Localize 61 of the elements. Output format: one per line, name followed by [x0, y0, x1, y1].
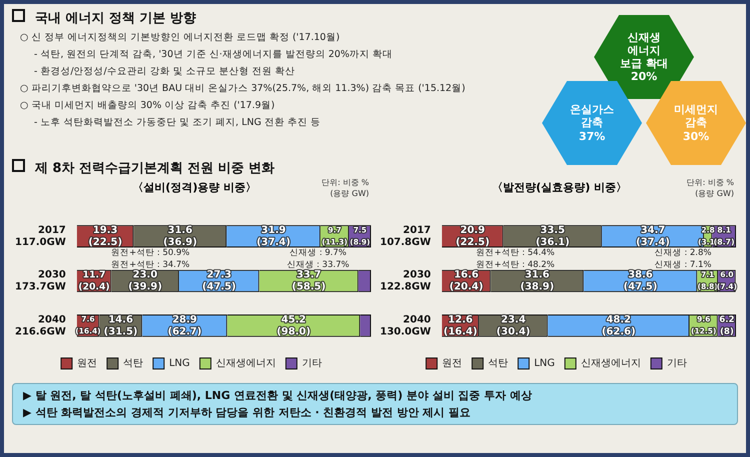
annotation: 원전+석탄 : 48.2% — [476, 260, 555, 270]
data-label: 48.2 (62.6) — [602, 314, 636, 338]
data-label: 23.4 (30.4) — [496, 314, 530, 338]
annotation: 원전+석탄 : 34.7% — [111, 260, 190, 270]
annotation: 신재생 : 7.1% — [654, 260, 712, 270]
text: ○ 파리기후변화협약으로 '30년 BAU 대비 온실가스 37%(25.7%, 해외 11.3%) 감축 목표 ('15.12월) — [20, 82, 466, 95]
data-label: 33.5 (36.1) — [536, 224, 570, 248]
text: - 환경성/안정성/수요관리 강화 및 소규모 분산형 전원 확산 — [34, 66, 295, 77]
data-label: 45.2 (98.0) — [276, 314, 311, 338]
data-label: 34.7 (37.4) — [636, 224, 670, 248]
text: ▶ 탈 원전, 탈 석탄(노후설비 폐쇄), LNG 연료전환 및 신재생(태양광, 풍력) 분야 설비 집중 투자 예상 — [23, 388, 533, 404]
text: 국내 에너지 정책 기본 방향 — [35, 11, 196, 26]
text: 단위: 비중 % (용량 GW) — [322, 177, 369, 199]
text: ▶ 석탄 화력발전소의 경제적 기저부하 담당을 위한 저탄소 · 친환경적 발전 방안 제시 필요 — [23, 405, 472, 421]
y-tick-label: 2030 122.8GW — [380, 270, 431, 293]
data-label: 31.6 (36.9) — [163, 224, 198, 248]
legend-label: LNG — [534, 358, 555, 370]
data-label: 28.9 (62.7) — [168, 314, 202, 338]
data-label: 31.6 (38.9) — [520, 270, 554, 293]
data-label: 33.7 (58.5) — [292, 270, 326, 293]
annotation: 원전+석탄 : 54.4% — [476, 248, 555, 258]
data-label: 27.3 (47.5) — [202, 270, 236, 293]
legend-label: 원전 — [77, 358, 98, 370]
legend-label: 신재생에너지 — [216, 358, 276, 370]
data-label: 12.6 (16.4) — [443, 314, 478, 338]
data-label: 11.7 (20.4) — [78, 269, 110, 292]
legend-label: 석탄 — [123, 358, 144, 370]
y-tick-label: 2040 130.0GW — [380, 314, 431, 338]
annotation: 원전+석탄 : 50.9% — [111, 248, 190, 258]
text: ○ 국내 미세먼지 배출량의 30% 이상 감축 추진 ('17.9월) — [20, 100, 275, 111]
category-label: 미세먼지 감축 30% — [674, 103, 718, 143]
text: ○ 신 정부 에너지정책의 기본방향인 에너지전환 로드맵 확정 ('17.10월) — [20, 32, 340, 43]
chart-subtitle: 〈설비(정격)용량 비중〉 — [132, 181, 256, 194]
legend-label: 원전 — [442, 358, 462, 370]
legend-label: 신재생에너지 — [580, 358, 641, 370]
annotation: 신재생 : 33.7% — [286, 260, 350, 270]
y-tick-label: 2030 173.7GW — [14, 270, 66, 293]
category-label: 신재생 에너지 보급 확대 20% — [620, 30, 668, 84]
data-label: 16.6 (20.4) — [449, 270, 484, 293]
y-tick-label: 2017 107.8GW — [380, 224, 431, 248]
data-label: 19.3 (22.5) — [88, 224, 122, 248]
legend-label: LNG — [169, 358, 190, 370]
y-tick-label: 2040 216.6GW — [14, 314, 66, 338]
text: - 석탄, 원전의 단계적 감축, '30년 기준 신·재생에너지를 발전량의 20%까지 확대 — [34, 49, 393, 60]
data-label: 23.0 (39.9) — [128, 270, 162, 293]
annotation: 신재생 : 2.8% — [654, 248, 712, 258]
data-label: 14.6 (31.5) — [104, 314, 138, 338]
category-label: 온실가스 감축 37% — [570, 103, 614, 143]
legend-label: 기타 — [302, 358, 322, 370]
chart-title: 제 8차 전력수급기본계획 전원 비중 변화 — [35, 161, 275, 176]
data-label: 20.9 (22.5) — [456, 224, 490, 248]
text: 단위: 비중 % (용량 GW) — [686, 177, 734, 199]
legend-label: 기타 — [666, 358, 687, 370]
annotation: 신재생 : 9.7% — [290, 248, 346, 258]
data-label: 6.2 (8) — [719, 314, 735, 337]
text: - 노후 석탄화력발전소 가동중단 및 조기 폐지, LNG 전환 추진 등 — [34, 117, 320, 128]
data-label: 38.6 (47.5) — [623, 270, 658, 293]
chart-title: 〈발전량(실효용량) 비중〉 — [492, 181, 627, 194]
legend-label: 석탄 — [488, 358, 508, 370]
y-tick-label: 2017 117.0GW — [14, 224, 66, 248]
data-label: 31.9 (37.4) — [256, 224, 290, 248]
